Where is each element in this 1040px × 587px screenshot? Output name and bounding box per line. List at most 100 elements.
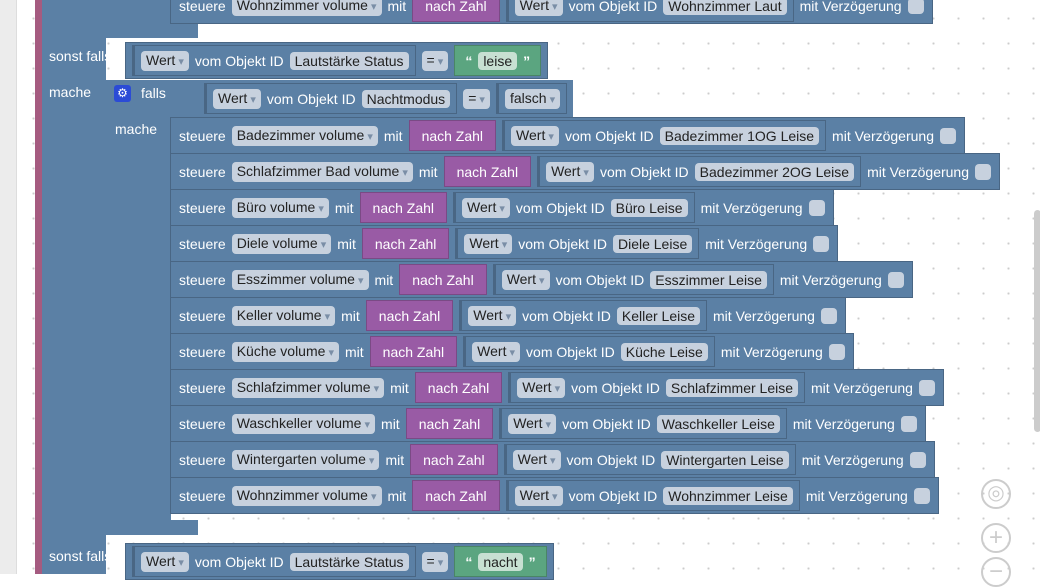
statement-row[interactable]: steuere Schlafzimmer volume mit nach Zah… (170, 369, 944, 406)
delay-checkbox[interactable] (820, 307, 837, 324)
delay-checkbox[interactable] (918, 379, 935, 396)
delay-checkbox[interactable] (900, 415, 917, 432)
statement-row[interactable]: steuere Waschkeller volume mit nach Zahl… (170, 405, 926, 442)
zoom-in-icon[interactable]: + (981, 523, 1011, 553)
nach-zahl-block[interactable]: nach Zahl (369, 336, 458, 367)
wert-dropdown[interactable]: Wert (512, 449, 561, 470)
statement-row[interactable]: steuere Keller volume mit nach Zahl Wert… (170, 297, 846, 334)
text-block: “nacht” (454, 546, 547, 577)
wert-dropdown[interactable]: Wert (508, 413, 557, 434)
if-block-column[interactable] (42, 0, 106, 574)
delay-checkbox[interactable] (808, 199, 825, 216)
operator-dropdown[interactable]: = (421, 50, 449, 71)
nach-zahl-block[interactable]: nach Zahl (414, 372, 503, 403)
delay-checkbox[interactable] (975, 163, 992, 180)
statement-row[interactable]: steuere Wintergarten volume mit nach Zah… (170, 441, 935, 478)
statement-row-top[interactable]: steuere Wohnzimmer volume mit nach Zahl … (170, 0, 933, 24)
center-icon[interactable]: ◎ (981, 479, 1011, 509)
nach-zahl-block[interactable]: nach Zahl (412, 0, 500, 22)
nach-zahl-block[interactable]: nach Zahl (405, 408, 494, 439)
statement-row[interactable]: steuere Büro volume mit nach Zahl Wertvo… (170, 189, 834, 226)
delay-checkbox[interactable] (828, 343, 845, 360)
variable-field[interactable]: Badezimmer volume (231, 125, 378, 146)
wert-dropdown[interactable]: Wert (462, 197, 510, 218)
wert-dropdown[interactable]: Wert (511, 125, 559, 146)
delay-checkbox[interactable] (887, 271, 904, 288)
wert-dropdown[interactable]: Wert (546, 161, 594, 182)
variable-field[interactable]: Esszimmer volume (231, 269, 369, 290)
object-id-field[interactable]: Badezimmer 1OG Leise (659, 126, 820, 145)
vertical-scrollbar[interactable] (1034, 210, 1040, 432)
wert-dropdown[interactable]: Wert (501, 269, 550, 290)
object-id-field[interactable]: Büro Leise (610, 198, 688, 217)
nach-zahl-block[interactable]: nach Zahl (399, 264, 487, 295)
falls-label: falls (141, 85, 166, 101)
statement-row[interactable]: steuere Küche volume mit nach Zahl Wertv… (170, 333, 854, 370)
statement-row[interactable]: steuere Esszimmer volume mit nach Zahl W… (170, 261, 913, 298)
wert-dropdown[interactable]: Wert (517, 377, 566, 398)
variable-field[interactable]: Diele volume (231, 233, 332, 254)
object-id-field[interactable]: Wintergarten Leise (661, 450, 789, 469)
delay-checkbox[interactable] (940, 127, 956, 144)
object-id-field[interactable]: Keller Leise (616, 306, 701, 325)
variable-field[interactable]: Wintergarten volume (231, 449, 380, 470)
statement-row[interactable]: steuere Schlafzimmer Bad volume mit nach… (170, 153, 1001, 190)
sonst-falls-label-2: sonst falls (49, 548, 112, 564)
nach-zahl-block[interactable]: nach Zahl (412, 480, 500, 511)
wert-dropdown[interactable]: Wert (514, 485, 563, 506)
nach-zahl-block[interactable]: nach Zahl (443, 156, 532, 187)
delay-checkbox[interactable] (909, 451, 926, 468)
variable-field[interactable]: Küche volume (231, 341, 339, 362)
variable-field[interactable]: Büro volume (231, 197, 329, 218)
zoom-out-icon[interactable]: − (981, 557, 1011, 587)
delay-checkbox[interactable] (913, 487, 930, 504)
gear-icon[interactable]: ⚙ (114, 85, 131, 102)
wert-dropdown[interactable]: Wert (468, 305, 517, 326)
object-id-field[interactable]: Schlafzimmer Leise (665, 378, 799, 397)
variable-field[interactable]: Wohnzimmer volume (231, 485, 382, 506)
object-id-field[interactable]: Badezimmer 2OG Leise (694, 162, 855, 181)
nach-zahl-block[interactable]: nach Zahl (408, 120, 497, 151)
wert-dropdown[interactable]: Wert (464, 233, 513, 254)
object-id-field[interactable]: Küche Leise (620, 342, 708, 361)
nach-zahl-block[interactable]: nach Zahl (361, 228, 450, 259)
variable-field[interactable]: Keller volume (231, 305, 336, 326)
object-id-field[interactable]: Waschkeller Leise (656, 414, 780, 433)
nach-zahl-block[interactable]: nach Zahl (359, 192, 448, 223)
object-id-field[interactable]: Esszimmer Leise (650, 270, 767, 289)
outer-block-edge (35, 0, 43, 574)
operator-dropdown[interactable]: = (421, 551, 449, 572)
prev-if-bottom (105, 24, 198, 38)
statement-row[interactable]: steuere Wohnzimmer volume mit nach Zahl … (170, 477, 939, 514)
nach-zahl-block[interactable]: nach Zahl (410, 444, 498, 475)
object-id-field[interactable]: Diele Leise (612, 234, 693, 253)
operator-dropdown[interactable]: = (463, 88, 490, 109)
delay-checkbox[interactable] (813, 235, 830, 252)
statement-row[interactable]: steuere Badezimmer volume mit nach Zahl … (170, 117, 965, 154)
variable-field[interactable]: Schlafzimmer volume (231, 377, 385, 398)
delay-checkbox[interactable] (907, 0, 924, 14)
variable-field[interactable]: Schlafzimmer Bad volume (231, 161, 413, 182)
nach-zahl-block[interactable]: nach Zahl (365, 300, 454, 331)
object-id-field[interactable]: Wohnzimmer Leise (663, 486, 793, 505)
variable-field[interactable]: Waschkeller volume (231, 413, 376, 434)
inner-if-column[interactable] (105, 80, 171, 535)
statement-row[interactable]: steuere Diele volume mit nach Zahl Wertv… (170, 225, 839, 262)
wert-dropdown[interactable]: Wert (472, 341, 521, 362)
variable-field[interactable]: Wohnzimmer volume (231, 0, 382, 16)
